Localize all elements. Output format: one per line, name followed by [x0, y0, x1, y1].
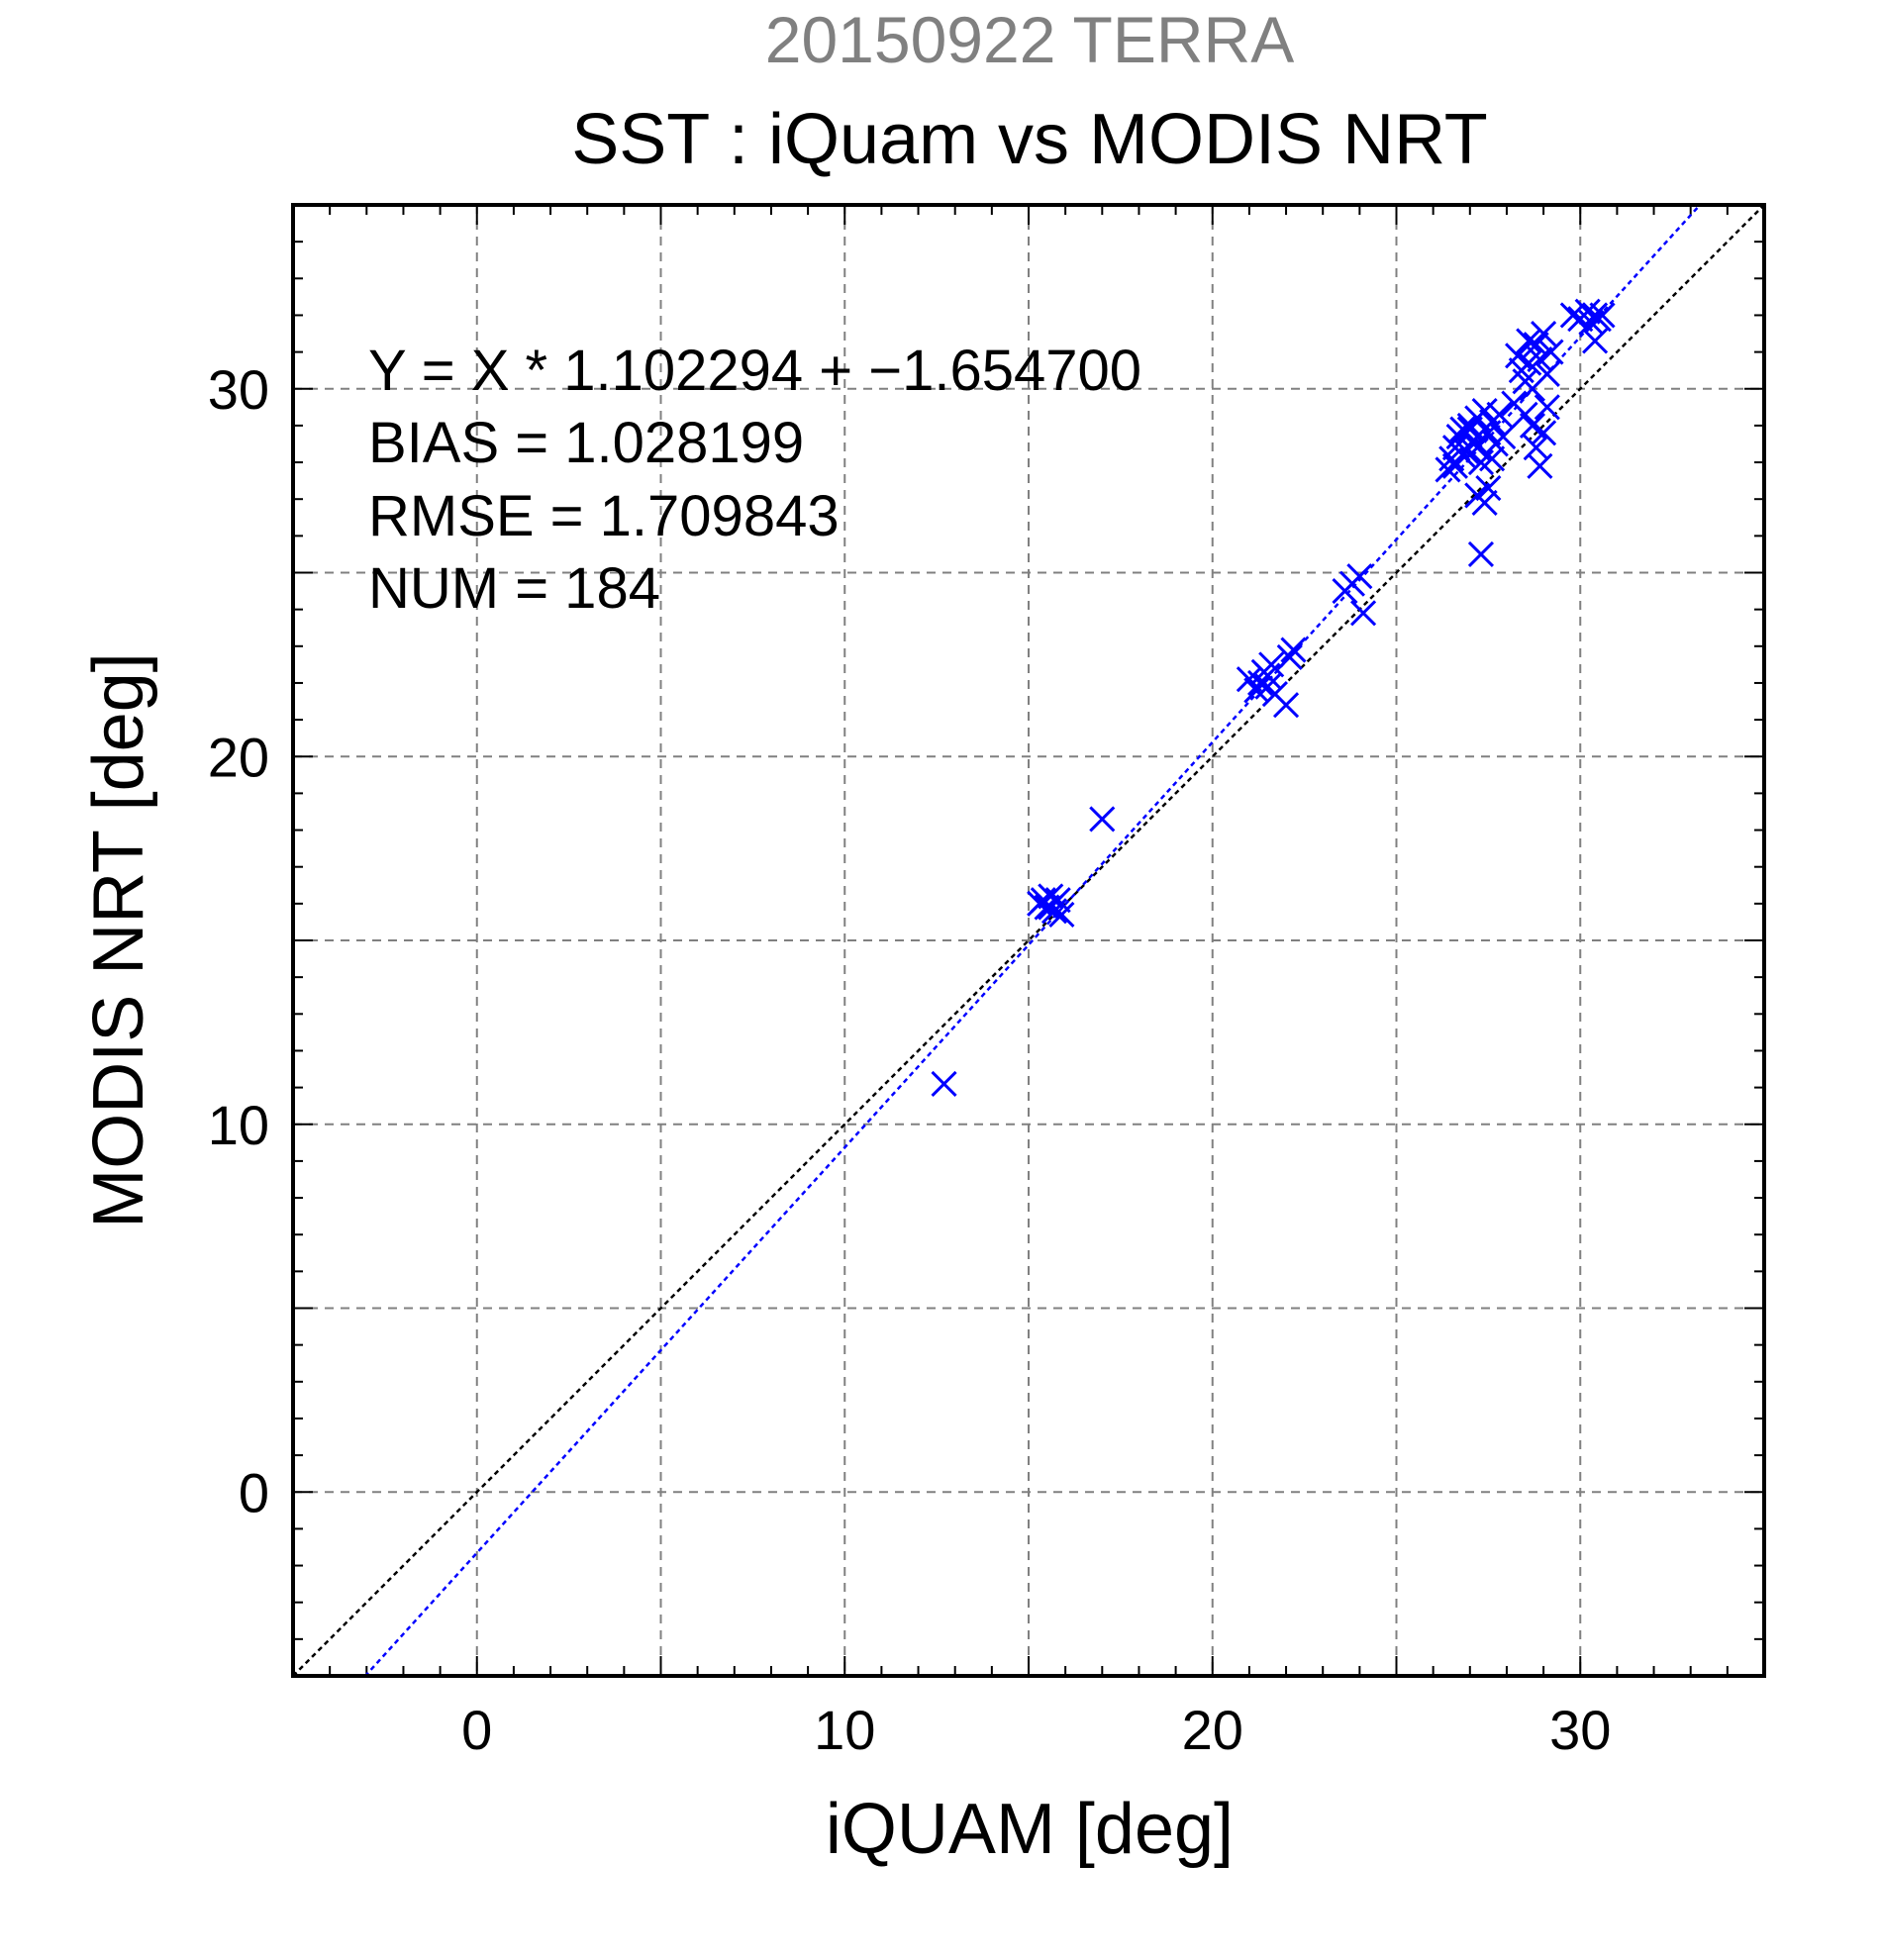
y-axis-label: MODIS NRT [deg]	[79, 652, 158, 1228]
data-point	[1467, 540, 1495, 567]
chart-title: SST : iQuam vs MODIS NRT	[571, 100, 1488, 179]
data-point	[1464, 435, 1491, 461]
data-point	[1456, 416, 1483, 442]
stats-fit-equation: Y = X * 1.102294 + −1.654700	[368, 339, 1141, 403]
data-point	[1516, 328, 1542, 354]
data-point	[1280, 637, 1307, 663]
stats-rmse: RMSE = 1.709843	[368, 484, 840, 548]
data-point	[931, 1070, 957, 1097]
stats-bias: BIAS = 1.028199	[368, 411, 804, 475]
data-point	[1276, 643, 1303, 671]
data-point	[1479, 445, 1506, 472]
data-point	[1589, 302, 1616, 329]
data-point	[1272, 692, 1300, 719]
tick-labels: 0 10 20 30 0 10 20 30	[208, 358, 1612, 1761]
x-tick-label: 10	[814, 1699, 875, 1761]
x-tick-label: 0	[461, 1699, 492, 1761]
x-tick-label: 30	[1549, 1699, 1611, 1761]
data-point	[1471, 397, 1498, 425]
data-point	[1349, 600, 1377, 627]
y-tick-label: 0	[239, 1461, 269, 1523]
x-tick-label: 20	[1182, 1699, 1243, 1761]
data-point	[1475, 474, 1502, 502]
data-point	[1346, 563, 1373, 590]
data-point	[1254, 662, 1281, 689]
data-point	[1523, 332, 1549, 358]
data-point	[1537, 339, 1564, 365]
data-point	[1534, 360, 1560, 387]
data-point	[1048, 901, 1075, 929]
stats-count: NUM = 184	[368, 556, 660, 621]
data-point	[1490, 423, 1517, 450]
y-tick-label: 30	[208, 358, 269, 421]
data-point	[1582, 328, 1609, 354]
data-point	[1519, 412, 1546, 439]
data-point	[1471, 489, 1498, 516]
data-point	[1531, 320, 1557, 347]
data-point	[1089, 806, 1116, 833]
data-point	[1441, 452, 1469, 479]
data-point	[1449, 441, 1476, 468]
data-point	[1559, 302, 1586, 329]
data-point	[1531, 420, 1557, 446]
chart-subtitle: 20150922 TERRA	[765, 3, 1294, 76]
plot-frame	[291, 203, 1766, 1678]
data-points	[931, 298, 1616, 1097]
x-axis-label: iQUAM [deg]	[826, 1790, 1234, 1869]
data-point	[1038, 894, 1064, 921]
y-tick-label: 10	[208, 1094, 269, 1156]
data-point	[1527, 452, 1553, 479]
y-tick-label: 20	[208, 726, 269, 788]
data-point	[1486, 401, 1513, 428]
data-point	[1505, 343, 1532, 369]
data-point	[1534, 394, 1560, 421]
data-point	[1527, 345, 1553, 373]
data-point	[1038, 883, 1064, 910]
